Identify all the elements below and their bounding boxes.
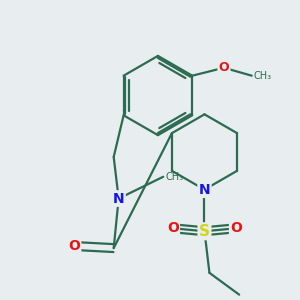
- Text: O: O: [68, 239, 80, 253]
- Text: CH₃: CH₃: [254, 71, 272, 81]
- Text: O: O: [167, 221, 179, 235]
- Text: CH₃: CH₃: [165, 172, 183, 182]
- Text: O: O: [219, 61, 229, 74]
- Text: O: O: [230, 221, 242, 235]
- Text: N: N: [199, 183, 210, 196]
- Text: S: S: [199, 224, 210, 239]
- Text: N: N: [113, 191, 124, 206]
